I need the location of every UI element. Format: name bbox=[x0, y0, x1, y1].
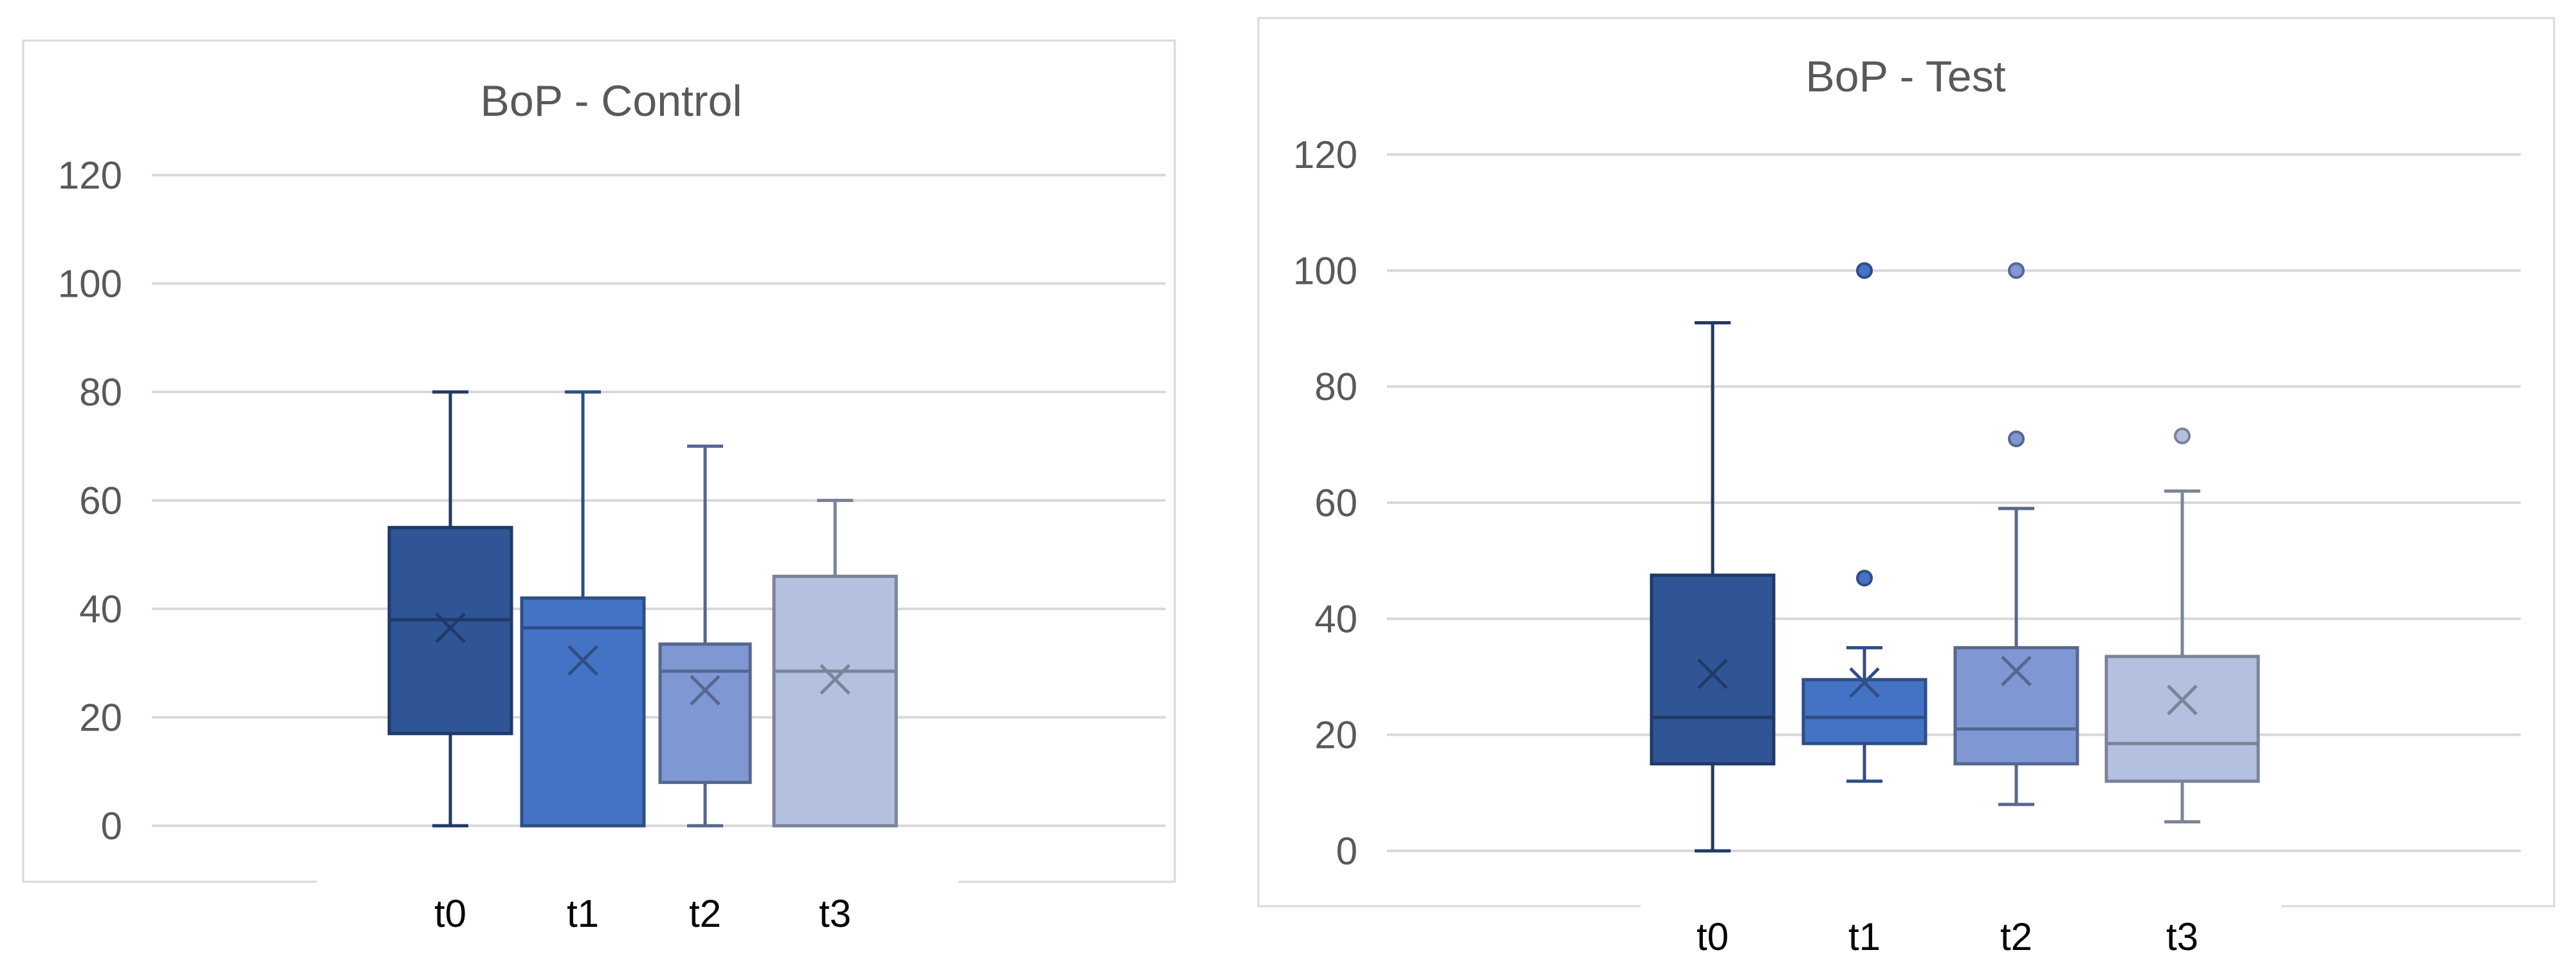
x-tick-label: t3 bbox=[819, 892, 851, 935]
y-tick-label: 40 bbox=[79, 588, 122, 631]
chart-title: BoP - Control bbox=[481, 77, 742, 126]
mean-marker bbox=[1849, 667, 1880, 698]
box-t2 bbox=[1953, 262, 2079, 806]
mean-marker bbox=[435, 612, 466, 644]
y-tick-label: 100 bbox=[1293, 249, 1357, 292]
box-body bbox=[772, 574, 898, 828]
mean-marker bbox=[690, 675, 721, 706]
x-tick-label: t1 bbox=[567, 892, 599, 935]
y-tick-label: 20 bbox=[1314, 714, 1357, 757]
box-body bbox=[387, 526, 513, 736]
chart-frame bbox=[1257, 17, 2555, 907]
mean-marker bbox=[1697, 658, 1728, 689]
box-t0 bbox=[387, 390, 513, 828]
chart-bop-control: BoP - Control 0 20 40 60 80 100 120 t0 t1 t2 t3 bbox=[22, 39, 1176, 935]
box-t2 bbox=[658, 444, 752, 828]
box-t1 bbox=[520, 390, 646, 828]
mean-marker bbox=[2167, 684, 2198, 716]
y-tick-label: 80 bbox=[1314, 366, 1357, 409]
box-body bbox=[520, 596, 646, 828]
outlier-point bbox=[1856, 570, 1873, 587]
box-t3 bbox=[2104, 427, 2260, 824]
y-tick-label: 0 bbox=[101, 805, 122, 848]
x-tick-label: t2 bbox=[689, 892, 721, 935]
mean-marker bbox=[567, 645, 598, 676]
box-t3 bbox=[772, 499, 898, 828]
y-tick-label: 0 bbox=[1336, 830, 1357, 873]
y-tick-label: 120 bbox=[58, 154, 122, 197]
y-tick-label: 120 bbox=[1293, 133, 1357, 176]
outlier-point bbox=[2008, 430, 2025, 447]
box-t1 bbox=[1801, 262, 1927, 783]
box-body bbox=[1801, 678, 1927, 745]
box-body bbox=[1650, 573, 1776, 766]
y-tick-label: 60 bbox=[79, 479, 122, 523]
y-tick-label: 80 bbox=[79, 371, 122, 414]
mean-marker bbox=[820, 664, 851, 695]
mean-marker bbox=[2001, 655, 2032, 687]
outlier-point bbox=[2008, 262, 2025, 279]
box-body bbox=[1953, 646, 2079, 766]
y-tick-label: 20 bbox=[79, 696, 122, 740]
outlier-point bbox=[2174, 427, 2191, 445]
x-tick-label: t1 bbox=[1848, 915, 1881, 958]
chart-bop-test: BoP - Test 0 20 40 60 80 100 120 t0 t1 t2 t3 bbox=[1257, 17, 2555, 958]
box-body bbox=[2104, 655, 2260, 783]
y-tick-label: 40 bbox=[1314, 597, 1357, 640]
chart-frame bbox=[22, 39, 1176, 883]
y-tick-label: 100 bbox=[58, 263, 122, 306]
y-tick-label: 60 bbox=[1314, 481, 1357, 525]
x-tick-label: t2 bbox=[2000, 915, 2032, 958]
x-tick-label: t0 bbox=[434, 892, 466, 935]
x-tick-label: t3 bbox=[2166, 915, 2198, 958]
x-tick-label: t0 bbox=[1697, 915, 1729, 958]
chart-title: BoP - Test bbox=[1805, 52, 2005, 101]
box-body bbox=[658, 642, 752, 785]
outlier-point bbox=[1856, 262, 1873, 279]
box-t0 bbox=[1650, 321, 1776, 853]
